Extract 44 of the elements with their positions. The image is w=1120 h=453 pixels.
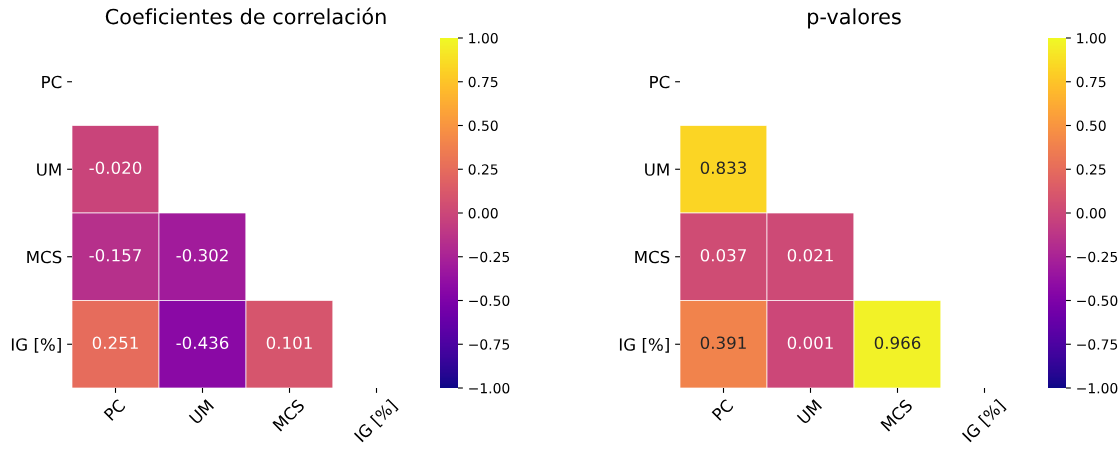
color-bar-label: 0.25 — [468, 164, 498, 175]
y-tick-label: MCS — [635, 250, 670, 264]
color-bar-label: 1.00 — [469, 32, 498, 44]
data-label: -0.302 — [176, 248, 228, 262]
data-label: 0.101 — [266, 336, 312, 350]
y-tick-label: MCS — [27, 250, 62, 264]
y-tick-label: UM — [645, 163, 669, 176]
y-tick-label: IG [%] — [11, 337, 61, 353]
chart-title: Coeficientes de correlación — [105, 7, 386, 25]
y-tick-label: UM — [37, 163, 61, 176]
chart-title: p-valores — [808, 8, 901, 29]
y-tick-label: PC — [650, 75, 670, 89]
y-tick-label: IG [%] — [619, 337, 669, 353]
data-label: 0.251 — [92, 336, 138, 350]
color-bar-label: −0.25 — [469, 251, 510, 263]
data-label: 0.037 — [700, 248, 746, 262]
color-bar-label: 0.00 — [468, 207, 498, 219]
data-label: 0.833 — [700, 161, 747, 175]
color-bar-label: 1.00 — [1077, 32, 1106, 44]
data-label: -0.157 — [89, 248, 141, 262]
data-label: -0.020 — [89, 161, 142, 175]
color-bar-label: −0.75 — [469, 339, 510, 350]
y-tick-label: PC — [42, 75, 62, 89]
data-label: 0.391 — [700, 336, 746, 350]
x-tick-label: UM — [188, 399, 215, 425]
data-label: -0.436 — [176, 336, 229, 350]
color-bar-label: 0.25 — [1076, 164, 1106, 175]
data-label: 0.021 — [787, 248, 833, 262]
color-bar-label: 0.75 — [1076, 76, 1106, 88]
color-bar-label: −0.25 — [1077, 251, 1118, 263]
color-bar-label: −0.50 — [469, 295, 510, 306]
color-bar-label: −0.75 — [1077, 339, 1118, 350]
data-label: 0.966 — [874, 336, 921, 350]
x-tick-label: PC — [711, 398, 734, 422]
color-bar-label: 0.50 — [468, 120, 498, 131]
data-label: 0.001 — [787, 336, 833, 350]
color-bar-label: 0.75 — [468, 76, 498, 88]
x-tick-label: UM — [796, 399, 823, 425]
color-bar-label: −1.00 — [469, 382, 510, 394]
color-bar-label: 0.50 — [1076, 120, 1106, 131]
color-bar-label: −0.50 — [1077, 295, 1118, 306]
color-bar-label: −1.00 — [1077, 382, 1118, 394]
x-tick-label: PC — [103, 398, 126, 422]
color-bar-label: 0.00 — [1076, 207, 1106, 219]
